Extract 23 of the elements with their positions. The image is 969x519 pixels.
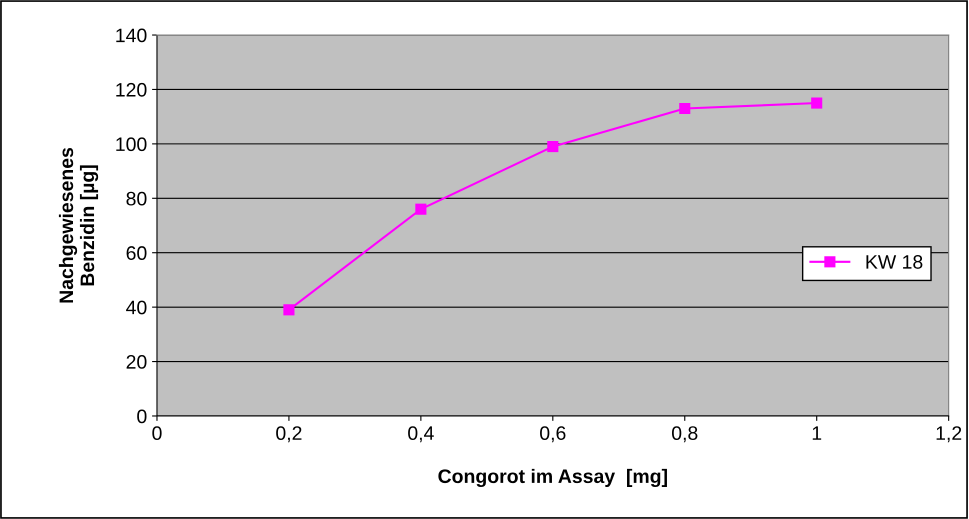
- point: [415, 204, 426, 215]
- x-tick-label: 0,2: [276, 426, 302, 442]
- point: [811, 98, 822, 109]
- x-tick-label: 1,2: [936, 426, 962, 442]
- y-tick-label: 40: [126, 300, 146, 314]
- x-axis-title: Congorot im Assay [mg]: [438, 468, 667, 488]
- x-tick-label: 0: [152, 426, 162, 440]
- legend-label: KW 18: [866, 255, 922, 269]
- y-tick-label: 60: [126, 246, 146, 260]
- y-tick-label: 120: [116, 82, 146, 97]
- y-axis-title: Nachgewiesenes Benzidin [µg]: [58, 148, 98, 303]
- y-tick-label: 20: [126, 355, 146, 369]
- y-tick-label: 140: [116, 28, 146, 42]
- point: [679, 102, 690, 114]
- x-tick-label: 0,6: [540, 426, 566, 442]
- y-tick-label: 0: [137, 409, 146, 424]
- point: [283, 304, 294, 316]
- x-tick-label: 1: [812, 426, 822, 440]
- point: [547, 141, 558, 152]
- y-tick-label: 80: [126, 192, 146, 206]
- y-tick-label: 100: [116, 137, 146, 152]
- x-tick-label: 0,8: [672, 426, 698, 442]
- x-tick-label: 0,4: [408, 426, 434, 442]
